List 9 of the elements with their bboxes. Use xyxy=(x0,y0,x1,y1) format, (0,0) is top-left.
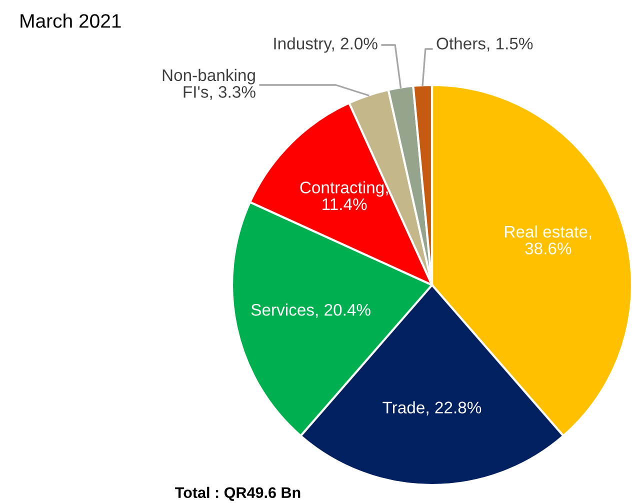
slice-label: Non-banking FI's, 3.3% xyxy=(162,68,256,100)
slice-label: Trade, 22.8% xyxy=(382,401,482,416)
text: Total : QR49.6 Bn xyxy=(175,486,300,501)
chart-title: March 2021 xyxy=(20,14,121,28)
slice-label: Industry, 2.0% xyxy=(274,37,378,53)
slice-label: Real estate, 38.6% xyxy=(505,225,592,254)
slice-label: Contracting, 11.4% xyxy=(300,181,388,210)
slice-label: Others, 1.5% xyxy=(436,37,533,52)
slice-label: Services, 20.4% xyxy=(251,304,370,318)
